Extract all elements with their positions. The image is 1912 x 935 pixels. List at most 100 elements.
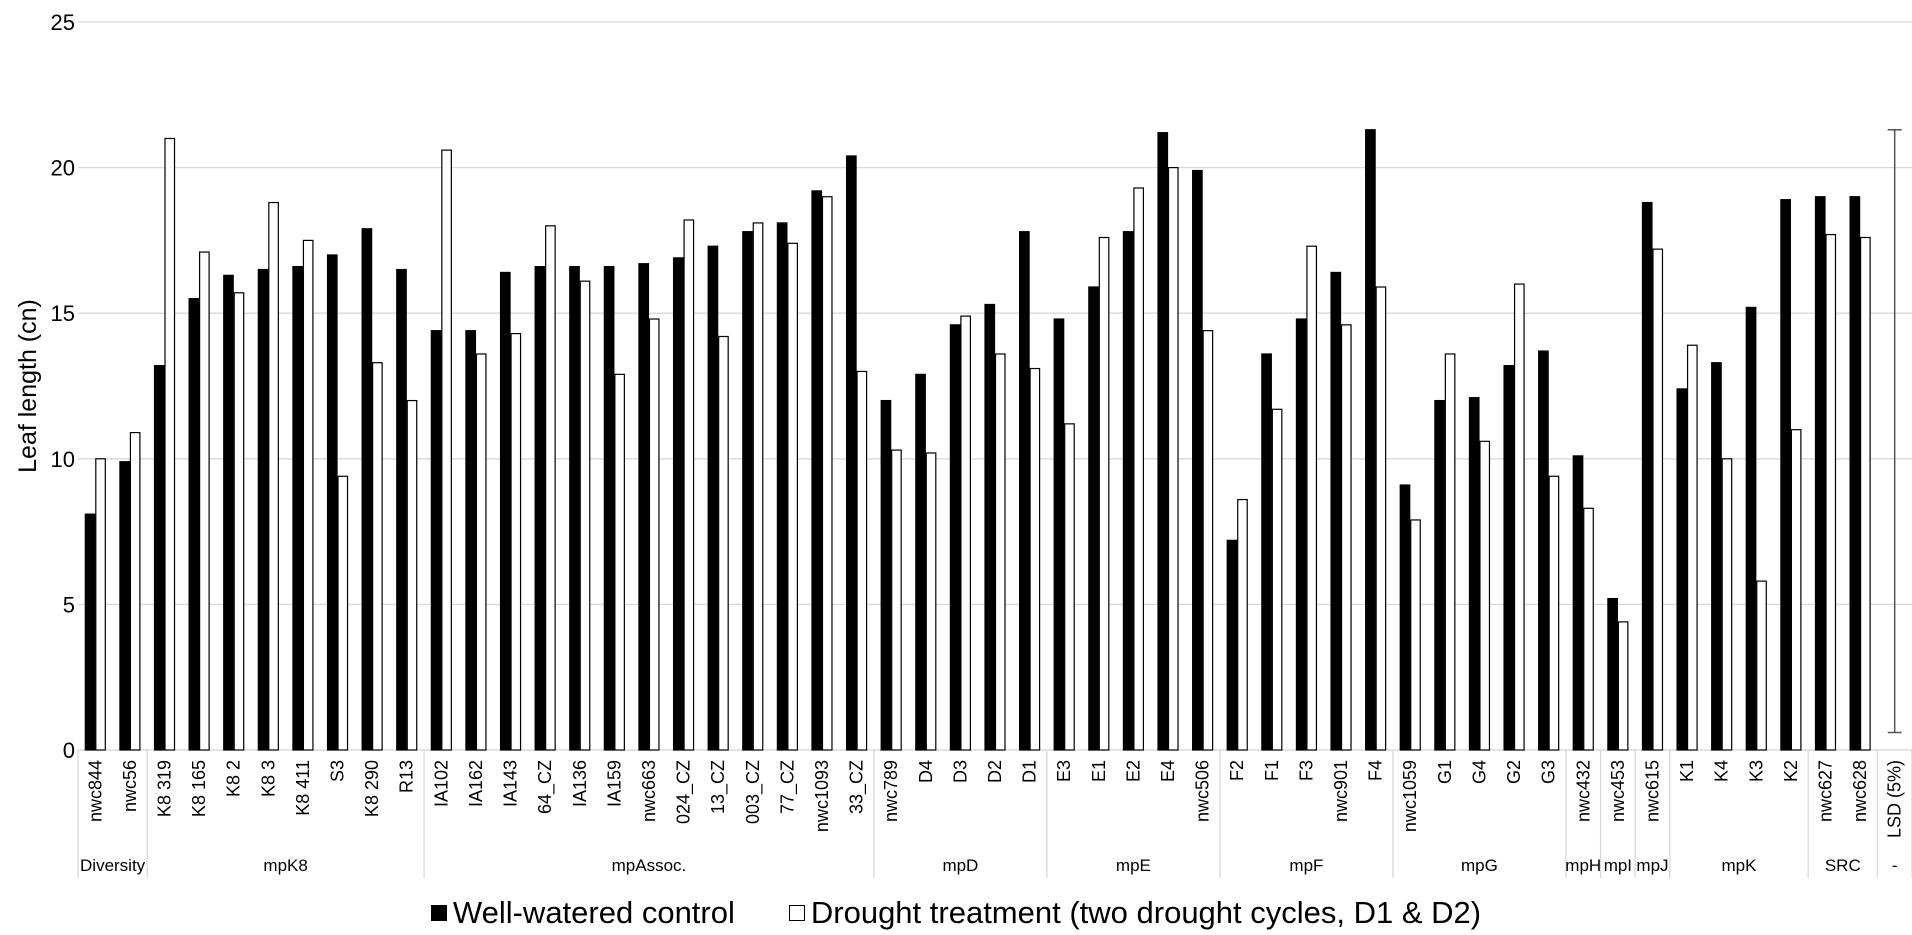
bar-drought (994, 353, 1006, 751)
group-label: SRC (1825, 856, 1861, 875)
bar-drought (164, 137, 176, 751)
bar-drought (233, 292, 245, 751)
x-tick-label: K8 290 (362, 760, 382, 817)
bar-drought (1098, 236, 1110, 751)
group-label: mpK (1721, 856, 1757, 875)
bar-control (465, 330, 477, 751)
x-tick-label: 003_CZ (743, 760, 764, 824)
bar-control (430, 330, 442, 751)
x-tick-label: IA162 (466, 760, 486, 807)
x-tick-label: E3 (1054, 760, 1074, 782)
bar-control (119, 461, 131, 751)
x-tick-label: K8 411 (293, 760, 313, 816)
bar-control (1261, 353, 1272, 751)
x-tick-label: G2 (1504, 760, 1524, 784)
x-tick-label: K2 (1781, 760, 1801, 782)
bar-drought (891, 449, 902, 751)
x-tick-label: G4 (1469, 760, 1489, 784)
bar-drought (199, 251, 210, 751)
x-tick-label: K8 2 (224, 760, 244, 797)
bar-drought (614, 373, 625, 751)
x-tick-label: S3 (328, 760, 348, 782)
x-tick-label: 13_CZ (708, 760, 729, 814)
bar-control (1711, 362, 1722, 751)
group-label: mpAssoc. (612, 856, 687, 875)
x-tick-label: IA159 (604, 760, 624, 807)
bar-drought (1548, 475, 1560, 751)
bar-control (1192, 169, 1203, 751)
bar-drought (1652, 248, 1664, 751)
bar-control (845, 155, 857, 751)
bar-drought (1790, 429, 1802, 751)
x-tick-label: K8 319 (155, 760, 175, 817)
bar-control (1399, 484, 1411, 751)
bar-control (1607, 597, 1618, 751)
bar-control (1019, 231, 1030, 751)
y-tick-label: 15 (51, 301, 75, 326)
x-tick-label: 33_CZ (847, 760, 868, 814)
bar-control (742, 231, 753, 751)
x-tick-label: 64_CZ (535, 760, 556, 814)
bar-control (499, 271, 511, 751)
bar-control (326, 254, 338, 751)
x-tick-label: nwc453 (1608, 760, 1628, 822)
bar-control (1641, 201, 1653, 751)
group-label: mpF (1289, 856, 1323, 875)
bar-control (603, 266, 615, 751)
x-tick-label: nwc615 (1642, 760, 1662, 822)
bar-drought (1617, 621, 1629, 751)
bar-drought (1583, 507, 1594, 751)
bar-control (361, 228, 373, 751)
chart-legend: Well-watered control Drought treatment (… (0, 895, 1912, 931)
bar-drought (1340, 324, 1352, 751)
x-tick-label: K1 (1677, 760, 1697, 782)
x-tick-label: IA102 (431, 760, 451, 807)
bar-drought (1513, 283, 1525, 751)
y-tick-label: 5 (63, 592, 75, 617)
x-tick-label: nwc56 (120, 760, 140, 812)
x-tick-label: E1 (1089, 760, 1109, 782)
bar-drought (1479, 440, 1491, 751)
x-tick-label: E4 (1158, 760, 1178, 782)
bar-drought (302, 239, 314, 751)
bar-drought (95, 458, 106, 751)
bar-drought (475, 353, 487, 751)
bar-control (1468, 397, 1480, 751)
group-label: mpI (1604, 856, 1632, 875)
x-tick-label: IA136 (570, 760, 590, 807)
bar-drought (821, 196, 833, 751)
group-label: mpJ (1636, 856, 1668, 875)
y-tick-label: 25 (51, 10, 75, 35)
legend-swatch-control (430, 905, 447, 921)
bar-drought (1721, 458, 1733, 751)
bar-control (84, 513, 96, 751)
bar-control (534, 266, 546, 751)
bar-control (1745, 306, 1757, 751)
bar-control (949, 324, 961, 751)
group-label: - (1892, 856, 1898, 875)
bar-drought (1825, 233, 1837, 751)
bar-control (188, 298, 200, 751)
bar-control (1330, 271, 1342, 751)
x-tick-label: D3 (950, 760, 970, 783)
x-tick-label: D4 (916, 760, 936, 783)
x-tick-label: nwc1059 (1400, 760, 1420, 832)
bar-control (292, 266, 304, 751)
bar-control (1849, 196, 1861, 751)
bar-drought (1029, 367, 1041, 751)
bar-control (396, 268, 407, 751)
group-label: mpD (942, 856, 978, 875)
bar-control (1122, 231, 1134, 751)
x-tick-label: nwc506 (1193, 760, 1213, 822)
bar-control (880, 399, 892, 751)
bar-drought (129, 431, 141, 751)
bar-drought (510, 332, 522, 751)
bar-drought (925, 452, 937, 751)
bar-drought (1202, 330, 1214, 751)
x-tick-label: F1 (1262, 760, 1282, 781)
bar-drought (1237, 498, 1248, 751)
x-tick-label: G3 (1539, 760, 1559, 784)
x-tick-label: nwc789 (881, 760, 901, 822)
bar-control (1572, 455, 1584, 751)
group-label: Diversity (80, 856, 146, 875)
